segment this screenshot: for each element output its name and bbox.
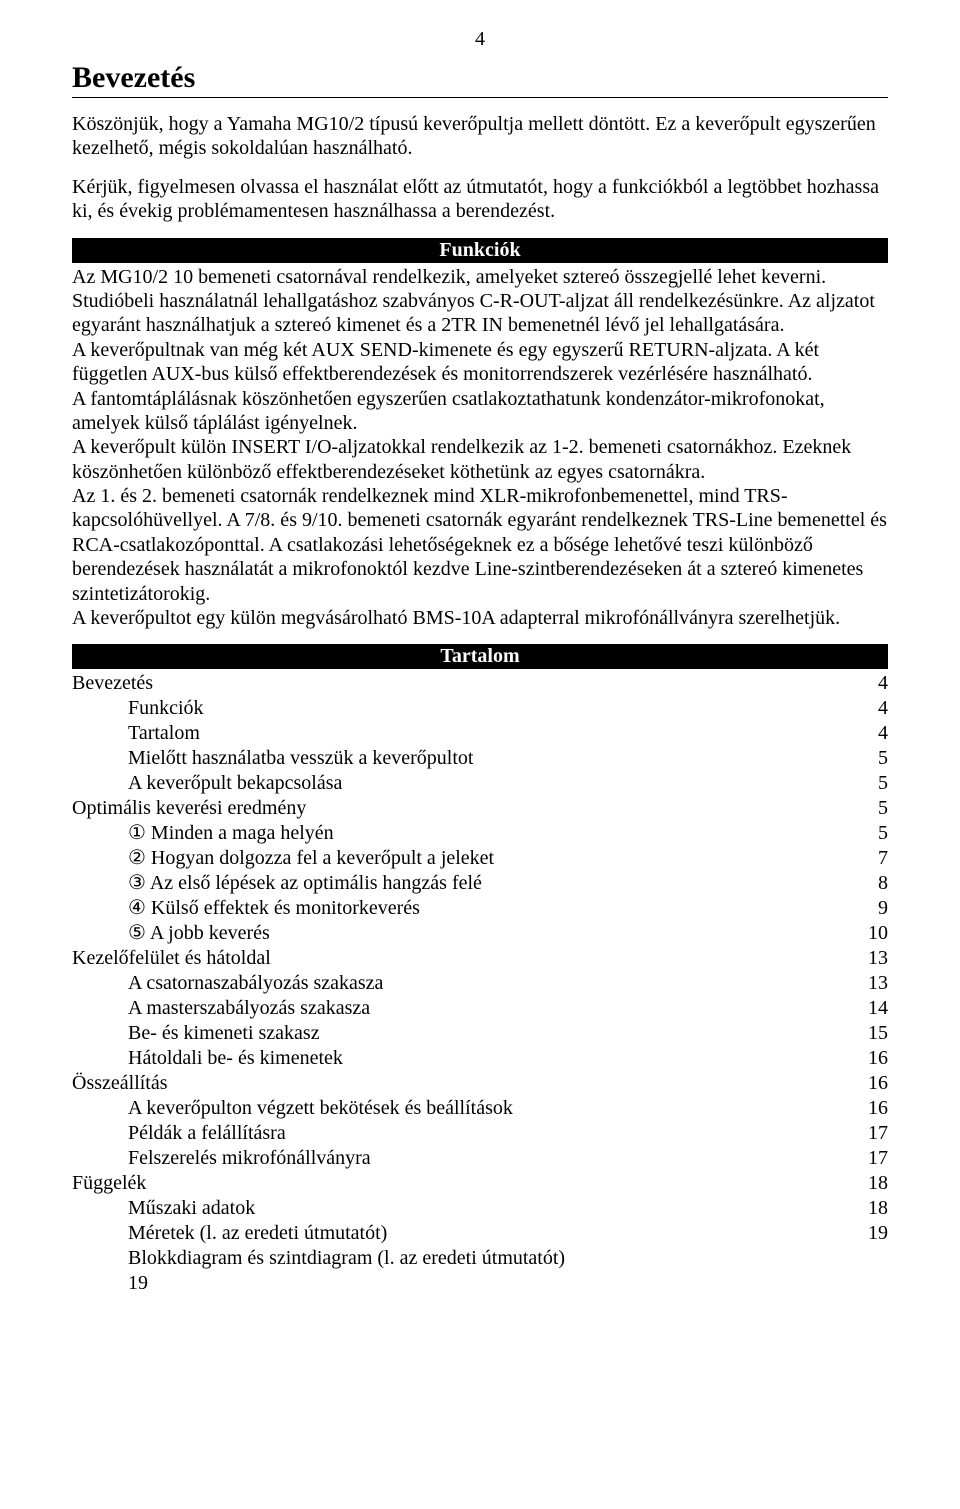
toc-label: Blokkdiagram és szintdiagram (l. az ered… — [72, 1246, 565, 1271]
toc-row: Kezelőfelület és hátoldal 13 — [72, 946, 888, 971]
toc-page-number: 15 — [848, 1021, 888, 1046]
toc-label: Tartalom — [72, 721, 200, 746]
intro-paragraph-2: Kérjük, figyelmesen olvassa el használat… — [72, 175, 888, 224]
toc-label: Példák a felállításra — [72, 1121, 286, 1146]
toc-label: A keverőpult bekapcsolása — [72, 771, 342, 796]
toc-row: Blokkdiagram és szintdiagram (l. az ered… — [72, 1246, 888, 1271]
toc-label: ① Minden a maga helyén — [72, 821, 334, 846]
page-title: Bevezetés — [72, 61, 888, 98]
toc-label: Hátoldali be- és kimenetek — [72, 1046, 343, 1071]
toc-row: ⑤ A jobb keverés 10 — [72, 921, 888, 946]
toc-page-number: 5 — [858, 746, 888, 771]
toc-row: Hátoldali be- és kimenetek 16 — [72, 1046, 888, 1071]
toc-page-number: 10 — [848, 921, 888, 946]
toc-label: Be- és kimeneti szakasz — [72, 1021, 320, 1046]
toc-page-number: 4 — [858, 696, 888, 721]
toc-row: Be- és kimeneti szakasz 15 — [72, 1021, 888, 1046]
toc-row: ③ Az első lépések az optimális hangzás f… — [72, 871, 888, 896]
toc-page-number: 18 — [848, 1171, 888, 1196]
toc-page-number: 16 — [848, 1096, 888, 1121]
toc-label: Bevezetés — [72, 671, 153, 696]
toc-row: Példák a felállításra 17 — [72, 1121, 888, 1146]
toc-page-number: 18 — [848, 1196, 888, 1221]
toc-row: Méretek (l. az eredeti útmutatót) 19 — [72, 1221, 888, 1246]
toc-label: ③ Az első lépések az optimális hangzás f… — [72, 871, 482, 896]
toc-page-number: 19 — [848, 1221, 888, 1246]
toc-row: A csatornaszabályozás szakasza 13 — [72, 971, 888, 996]
toc-label: ② Hogyan dolgozza fel a keverőpult a jel… — [72, 846, 494, 871]
toc-row: A keverőpulton végzett bekötések és beál… — [72, 1096, 888, 1121]
toc-page-number: 17 — [848, 1146, 888, 1171]
table-of-contents: Bevezetés 4 Funkciók 4 Tartalom 4 Mielőtt hasz… — [72, 671, 888, 1271]
toc-label: Kezelőfelület és hátoldal — [72, 946, 271, 971]
toc-row: ④ Külső effektek és monitorkeverés 9 — [72, 896, 888, 921]
toc-page-number: 16 — [848, 1071, 888, 1096]
toc-row: Funkciók 4 — [72, 696, 888, 721]
toc-label: Mielőtt használatba vesszük a keverőpult… — [72, 746, 473, 771]
toc-label: ⑤ A jobb keverés — [72, 921, 270, 946]
toc-label: Funkciók — [72, 696, 204, 721]
toc-row: Optimális keverési eredmény 5 — [72, 796, 888, 821]
toc-row: Összeállítás 16 — [72, 1071, 888, 1096]
toc-row: Bevezetés 4 — [72, 671, 888, 696]
toc-page-number: 13 — [848, 971, 888, 996]
toc-page-number: 5 — [858, 821, 888, 846]
toc-row: A masterszabályozás szakasza 14 — [72, 996, 888, 1021]
toc-row: A keverőpult bekapcsolása 5 — [72, 771, 888, 796]
toc-row: Műszaki adatok 18 — [72, 1196, 888, 1221]
toc-label: Felszerelés mikrofónállványra — [72, 1146, 371, 1171]
toc-page-number: 5 — [858, 796, 888, 821]
toc-page-number: 9 — [858, 896, 888, 921]
toc-row: ① Minden a maga helyén 5 — [72, 821, 888, 846]
toc-page-number: 8 — [858, 871, 888, 896]
toc-label: Függelék — [72, 1171, 146, 1196]
toc-label: A masterszabályozás szakasza — [72, 996, 370, 1021]
toc-page-number: 5 — [858, 771, 888, 796]
toc-row: Felszerelés mikrofónállványra 17 — [72, 1146, 888, 1171]
toc-label: ④ Külső effektek és monitorkeverés — [72, 896, 420, 921]
toc-page-number: 4 — [858, 721, 888, 746]
toc-trailing-number: 19 — [72, 1271, 888, 1296]
toc-label: A csatornaszabályozás szakasza — [72, 971, 383, 996]
funkciok-body: Az MG10/2 10 bemeneti csatornával rendel… — [72, 265, 888, 631]
toc-row: Tartalom 4 — [72, 721, 888, 746]
toc-page-number: 4 — [858, 671, 888, 696]
section-heading-funkciok: Funkciók — [72, 238, 888, 263]
toc-row: ② Hogyan dolgozza fel a keverőpult a jel… — [72, 846, 888, 871]
toc-label: Összeállítás — [72, 1071, 168, 1096]
toc-page-number: 16 — [848, 1046, 888, 1071]
toc-label: Műszaki adatok — [72, 1196, 255, 1221]
intro-paragraph-1: Köszönjük, hogy a Yamaha MG10/2 típusú k… — [72, 112, 888, 161]
toc-page-number: 7 — [858, 846, 888, 871]
document-page: 4 Bevezetés Köszönjük, hogy a Yamaha MG1… — [0, 0, 960, 1336]
page-number: 4 — [72, 28, 888, 51]
toc-label: Optimális keverési eredmény — [72, 796, 306, 821]
toc-label: Méretek (l. az eredeti útmutatót) — [72, 1221, 387, 1246]
section-heading-tartalom: Tartalom — [72, 644, 888, 669]
toc-label: A keverőpulton végzett bekötések és beál… — [72, 1096, 513, 1121]
toc-page-number: 13 — [848, 946, 888, 971]
toc-row: Mielőtt használatba vesszük a keverőpult… — [72, 746, 888, 771]
toc-page-number: 14 — [848, 996, 888, 1021]
toc-row: Függelék 18 — [72, 1171, 888, 1196]
toc-page-number: 17 — [848, 1121, 888, 1146]
toc-page-number — [868, 1246, 888, 1271]
